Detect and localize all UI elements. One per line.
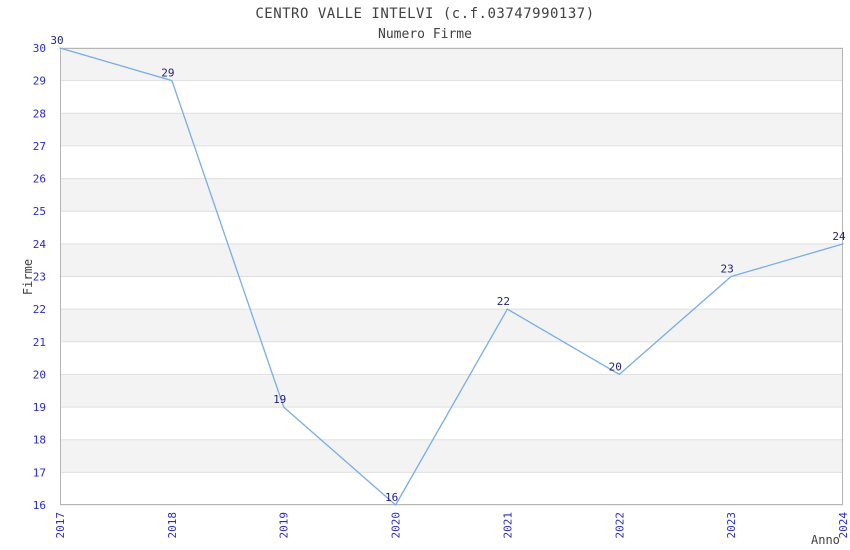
band-row: [60, 211, 843, 244]
x-tick-label: 2019: [278, 512, 291, 539]
series-line: [59, 47, 844, 506]
y-tick-label: 19: [33, 401, 46, 414]
band-row: [60, 407, 843, 440]
x-tick-label: 2024: [837, 512, 850, 539]
y-tick-label: 26: [33, 173, 46, 186]
y-tick-label: 17: [33, 466, 46, 479]
y-tick-label: 27: [33, 140, 46, 153]
point-label: 24: [832, 230, 846, 243]
point-label: 20: [609, 360, 622, 373]
point-label: 30: [50, 34, 63, 47]
y-tick-label: 23: [33, 271, 46, 284]
y-tick-labels: 16 17 18 19 20 21 22 23 24 25 26 27 28 29 30: [33, 42, 47, 512]
y-axis-label: Firme: [21, 258, 35, 296]
band-row: [60, 374, 843, 407]
y-tick-label: 20: [33, 368, 46, 381]
x-tick-labels: 2017 2018 2019 2020 2021 2022 2023 2024: [54, 512, 850, 539]
y-tick-label: 24: [33, 238, 47, 251]
x-tick-label: 2017: [54, 512, 67, 539]
point-label: 16: [385, 491, 398, 504]
band-row: [60, 178, 843, 212]
y-tick-label: 16: [33, 499, 46, 512]
point-label: 22: [497, 295, 510, 308]
y-tick-label: 30: [33, 42, 46, 55]
band-row: [60, 309, 843, 342]
y-tick-label: 29: [33, 75, 46, 88]
point-label: 29: [161, 67, 174, 80]
band-row: [60, 113, 843, 146]
band-row: [60, 145, 843, 179]
y-tick-label: 22: [33, 303, 46, 316]
x-tick-label: 2021: [501, 512, 514, 539]
x-tick-label: 2018: [166, 512, 179, 539]
x-tick-label: 2022: [613, 512, 626, 539]
plot-bands: [60, 48, 843, 505]
point-labels: 30 29 19 16 22 20 23 24: [50, 34, 846, 504]
band-row: [60, 80, 843, 114]
band-row: [60, 243, 843, 277]
band-row: [60, 48, 843, 81]
band-row: [60, 341, 843, 375]
plot-border: [60, 48, 843, 505]
y-tick-label: 21: [33, 336, 46, 349]
x-tick-label: 2020: [390, 512, 403, 539]
y-tick-label: 18: [33, 434, 46, 447]
chart-subtitle: Numero Firme: [378, 27, 472, 42]
x-tick-label: 2023: [725, 512, 738, 539]
chart-title: CENTRO VALLE INTELVI (c.f.03747990137): [255, 6, 595, 22]
y-tick-label: 25: [33, 205, 46, 218]
point-label: 23: [720, 263, 733, 276]
x-axis-label: Anno: [811, 533, 840, 547]
y-tick-label: 28: [33, 107, 46, 120]
band-row: [60, 472, 843, 505]
band-row: [60, 439, 843, 473]
point-label: 19: [273, 393, 286, 406]
